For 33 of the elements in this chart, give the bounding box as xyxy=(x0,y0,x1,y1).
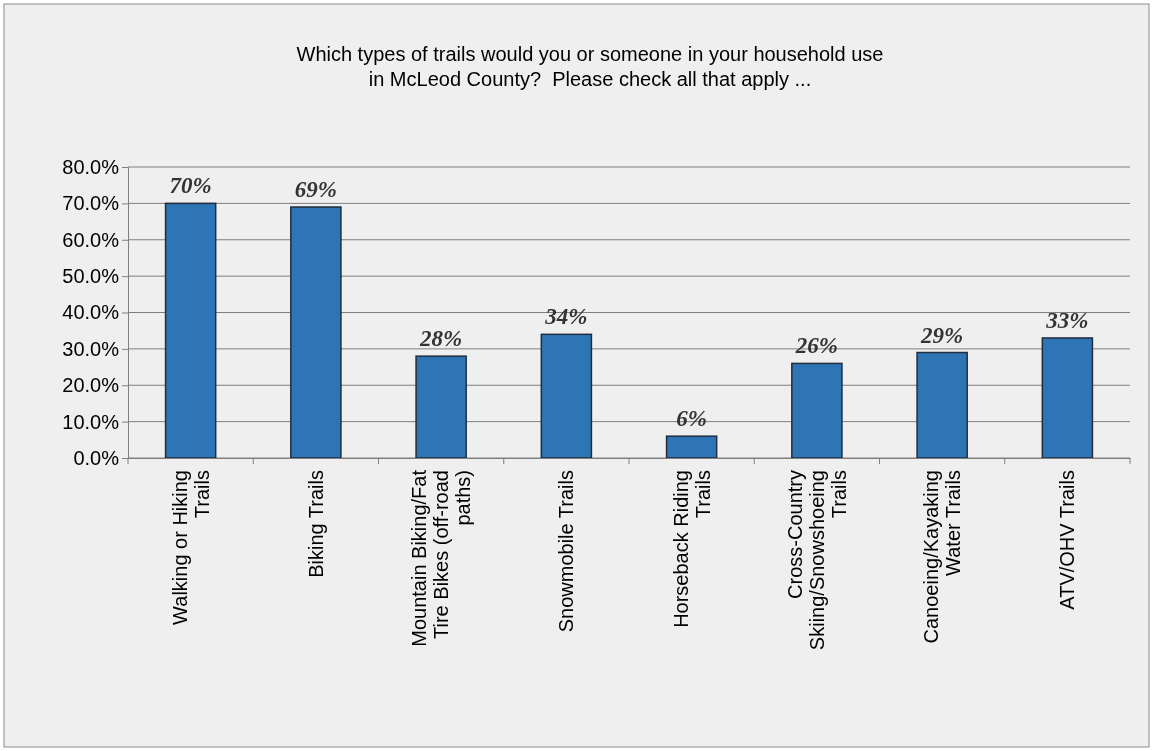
y-tick-label: 80.0% xyxy=(62,155,120,178)
bar xyxy=(164,202,217,459)
bar xyxy=(1041,337,1094,459)
y-tick-label: 60.0% xyxy=(62,228,120,251)
x-tick-label: Horseback Riding Trails xyxy=(669,470,714,628)
y-tick-label: 10.0% xyxy=(62,410,120,433)
bar xyxy=(791,362,843,459)
y-tick-label: 20.0% xyxy=(62,374,120,397)
data-label: 33% xyxy=(1045,307,1089,333)
y-tick-label: 30.0% xyxy=(62,337,120,360)
data-label: 70% xyxy=(169,173,212,199)
bar xyxy=(540,333,593,459)
x-tick-label: ATV/OHV Trails xyxy=(1056,470,1079,610)
bar xyxy=(415,355,467,459)
data-label: 69% xyxy=(294,177,337,203)
data-label: 26% xyxy=(794,333,838,359)
data-label: 28% xyxy=(419,326,463,352)
bar xyxy=(290,206,342,459)
data-label: 6% xyxy=(676,406,707,432)
x-tick-label: Snowmobile Trails xyxy=(555,470,578,633)
x-tick-label: Walking or Hiking Trails xyxy=(168,470,213,625)
chart-title: Which types of trails would you or someone in your household use in McLeod County? Please check all that apply ... xyxy=(296,43,884,90)
bar xyxy=(916,351,968,459)
y-tick-label: 50.0% xyxy=(62,265,120,288)
y-tick-label: 40.0% xyxy=(62,301,120,324)
data-label: 29% xyxy=(920,322,964,348)
y-tick-label: 70.0% xyxy=(62,192,120,215)
x-tick-label: Cross-Country Skiing/Snowshoeing Trails xyxy=(783,470,850,651)
x-tick-label: Biking Trails xyxy=(304,470,327,578)
x-tick-label: Canoeing/Kayaking Water Trails xyxy=(920,470,965,644)
y-tick-label: 0.0% xyxy=(73,446,120,469)
bar xyxy=(665,435,718,459)
x-tick-label: Mountain Biking/Fat Tire Bikes (off-road paths) xyxy=(408,469,475,647)
